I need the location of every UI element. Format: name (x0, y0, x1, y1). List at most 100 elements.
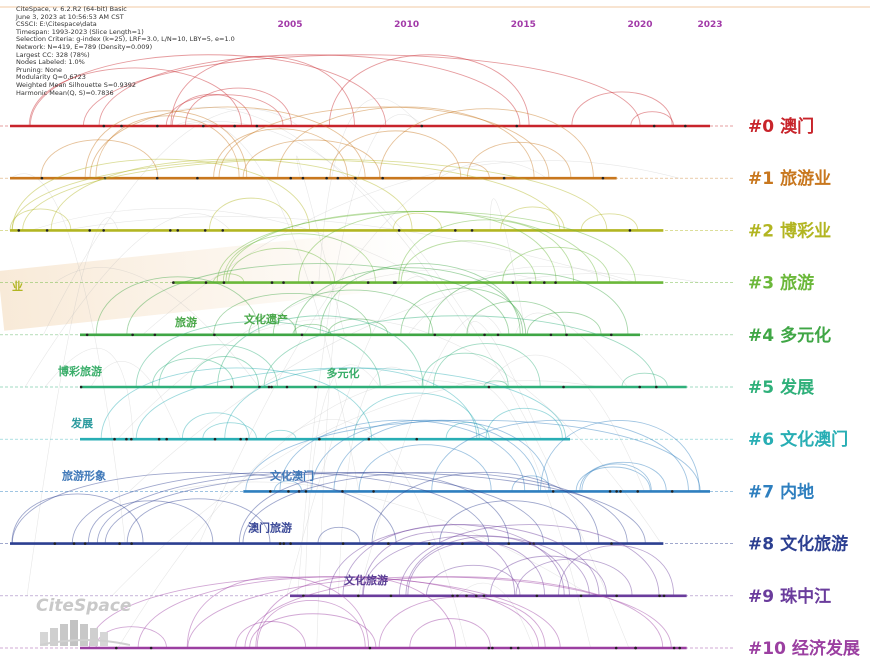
keyword-node (551, 490, 555, 493)
keyword-node (532, 542, 536, 545)
cross-cluster-link (54, 267, 260, 388)
keyword-node (233, 124, 236, 128)
keyword-node (156, 124, 159, 128)
keyword-node (102, 124, 106, 128)
cluster-arc (540, 420, 700, 492)
info-line: Timespan: 1993-2023 (Slice Length=1) (16, 27, 144, 36)
cluster-arc (400, 287, 527, 335)
keyword-node (454, 229, 457, 232)
cluster-id: #3 (748, 274, 774, 294)
cluster-arc (329, 130, 462, 179)
cross-cluster-link (111, 380, 601, 597)
cluster-arc (187, 576, 672, 649)
cross-cluster-link (515, 312, 628, 388)
keyword-node (269, 490, 272, 493)
keyword-node (149, 646, 153, 650)
keyword-node (549, 333, 553, 337)
cluster-name: 旅游 (780, 273, 814, 294)
cluster-arc (421, 352, 509, 388)
cross-cluster-link (297, 114, 423, 596)
cluster-arc (445, 421, 490, 440)
keyword-node (367, 437, 371, 441)
cluster-arc (222, 233, 376, 283)
cluster-arc (137, 576, 540, 649)
cluster-arc (212, 273, 245, 283)
cluster-name: 多元化 (780, 325, 831, 346)
cluster-arc (558, 545, 675, 596)
keyword-node (83, 542, 87, 545)
cluster-label: #2 博彩业 (748, 220, 831, 241)
keyword-node (357, 594, 360, 598)
cluster-name: 澳门 (780, 116, 814, 137)
cluster-arc (428, 272, 629, 335)
cluster-arc (186, 576, 370, 649)
keyword-node (318, 437, 321, 441)
info-line: Largest CC: 328 (78%) (16, 50, 90, 59)
cluster-name: 珠中江 (780, 586, 831, 607)
keyword-node (157, 437, 161, 441)
keyword-node (475, 594, 478, 598)
cluster-arc (483, 380, 508, 388)
keyword-node (491, 646, 494, 650)
keyword-node (213, 333, 216, 337)
keyword-node (509, 646, 513, 650)
keyword-node (389, 594, 393, 598)
cluster-arc (126, 498, 271, 544)
keyword-node (314, 385, 317, 389)
keyword-node (502, 176, 506, 180)
cluster-arc (273, 480, 303, 492)
cluster-arc (104, 471, 646, 544)
cluster-arc (405, 535, 570, 596)
cluster-label: #0 澳门 (748, 116, 814, 137)
cluster-arc (485, 408, 563, 440)
cross-cluster-link (484, 354, 645, 492)
cluster-arc (256, 599, 366, 649)
cluster-arc (135, 367, 567, 440)
keyword-node (53, 542, 57, 545)
cross-cluster-link (454, 381, 591, 649)
cluster-arc (71, 472, 490, 544)
keyword-node (652, 124, 656, 128)
cluster-arc (515, 558, 633, 596)
keyword-node (282, 542, 286, 545)
keyword-node (304, 490, 308, 493)
cluster-arc (249, 613, 377, 649)
keyword-node (287, 490, 290, 493)
cluster-id: #10 (748, 639, 786, 657)
cluster-arc (502, 246, 611, 283)
cross-cluster-link (30, 208, 431, 283)
keyword-node (88, 229, 92, 232)
cluster-arc (22, 158, 608, 231)
keyword-node (40, 176, 44, 180)
cluster-arc (216, 211, 636, 283)
keyword-node (285, 385, 289, 389)
keyword-node (79, 385, 83, 389)
keyword-node (610, 542, 613, 545)
cross-cluster-link (338, 366, 422, 596)
cluster-label: #1 旅游业 (748, 168, 831, 189)
keyword-node (270, 281, 274, 284)
cluster-arc (228, 247, 336, 283)
cluster-arc (630, 111, 675, 127)
keyword-node (670, 490, 674, 493)
logo-bars-icon (40, 620, 130, 646)
cluster-arc (202, 422, 257, 440)
keyword-node (554, 281, 557, 284)
keyword-node (267, 385, 271, 389)
year-label: 2005 (277, 20, 302, 30)
cluster-label: #7 内地 (748, 481, 814, 502)
cluster-id: #9 (748, 587, 774, 607)
cross-cluster-link (489, 198, 527, 335)
keyword-node (301, 176, 305, 180)
keyword-node (507, 542, 511, 545)
cluster-arc (11, 493, 144, 544)
cluster-arc (580, 213, 639, 231)
cluster-arc (379, 108, 594, 179)
cluster-arc (500, 206, 565, 231)
cluster-arc (84, 110, 248, 179)
keyword-node (203, 229, 207, 232)
keyword-label: 多元化 (327, 366, 360, 380)
cluster-arc (82, 54, 641, 127)
keyword-node (17, 229, 21, 232)
